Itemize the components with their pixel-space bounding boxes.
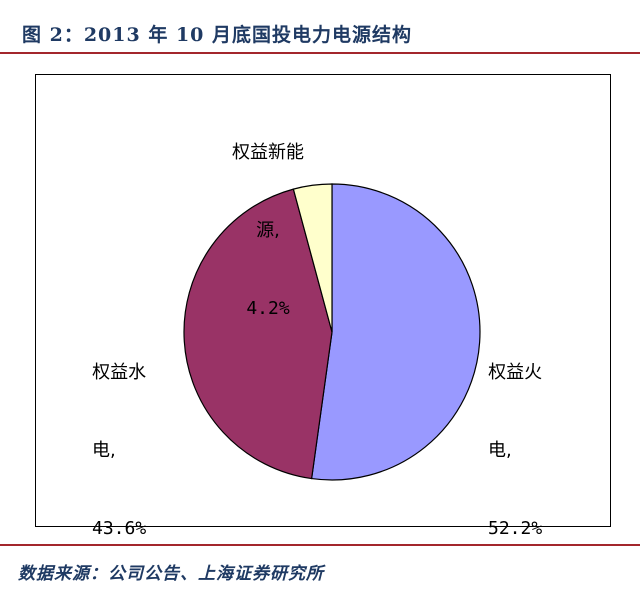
- slice-value-label: 52.2%: [488, 518, 543, 539]
- slice-value-label: 4.2%: [246, 298, 290, 319]
- slice-label-line: 电,: [92, 440, 116, 461]
- pie-slice-thermal: [310, 183, 481, 481]
- slice-label-line: 权益新能: [232, 142, 304, 163]
- source-note: 数据来源：公司公告、上海证券研究所: [18, 564, 324, 584]
- slice-label-line: 权益火: [488, 362, 543, 383]
- slice-label-line: 源,: [256, 220, 280, 241]
- pie-slice-new-energy: [292, 183, 333, 333]
- slice-label-line: 权益水: [92, 362, 147, 383]
- pie-chart: [183, 183, 481, 481]
- slice-label-new-energy: 权益新能 源, 4.2%: [232, 88, 304, 374]
- chart-area: 权益火 电, 52.2% 权益水 电, 43.6% 权益新能 源, 4.2%: [35, 74, 611, 539]
- slice-label-thermal: 权益火 电, 52.2%: [488, 308, 542, 594]
- figure-title: 图 2：2013 年 10 月底国投电力电源结构: [22, 24, 413, 46]
- slice-label-line: 电,: [488, 440, 512, 461]
- source-divider: [0, 544, 640, 546]
- slice-label-hydro: 权益水 电, 43.6%: [92, 308, 146, 594]
- pie-slice-hydro: [183, 188, 333, 480]
- title-divider: [0, 52, 640, 54]
- slice-value-label: 43.6%: [92, 518, 147, 539]
